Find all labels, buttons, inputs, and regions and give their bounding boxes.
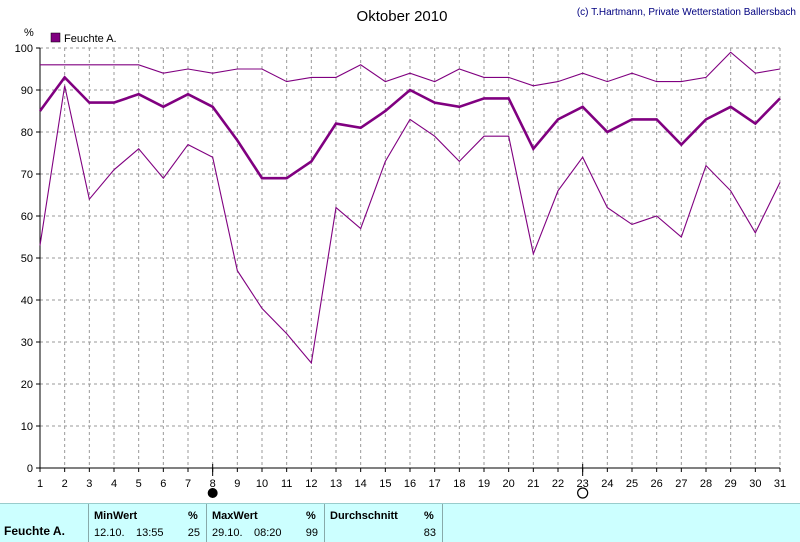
x-tick-label: 10: [256, 478, 268, 490]
x-tick-label: 22: [552, 478, 564, 490]
separator: [88, 504, 89, 542]
y-tick-labels: 0 10 20 30 40 50 60 70 80 90 100: [15, 43, 33, 475]
x-tick-label: 29: [725, 478, 737, 490]
legend-swatch: [50, 32, 61, 43]
y-tick-label: 90: [21, 85, 33, 97]
row-label: Feuchte A.: [4, 524, 65, 538]
moon-markers: [207, 464, 589, 499]
credit-text: (c) T.Hartmann, Private Wetterstation Ba…: [577, 7, 796, 18]
x-tick-label: 24: [601, 478, 613, 490]
avg-unit: %: [424, 510, 434, 522]
min-header: MinWert: [94, 510, 138, 522]
chart-title: Oktober 2010: [357, 8, 448, 25]
x-tick-label: 27: [675, 478, 687, 490]
y-tick-label: 80: [21, 127, 33, 139]
statistics-bar: Feuchte A. MinWert % 12.10. 13:55 25 Max…: [0, 503, 800, 542]
legend-label: Feuchte A.: [64, 33, 117, 45]
y-tick-label: 70: [21, 169, 33, 181]
max-value-cell: MaxWert % 29.10. 08:20 99: [206, 504, 324, 542]
y-tick-label: 10: [21, 421, 33, 433]
max-unit: %: [306, 510, 316, 522]
y-tick-label: 50: [21, 253, 33, 265]
x-tick-label: 16: [404, 478, 416, 490]
y-tick-label: 100: [15, 43, 33, 55]
avg-value: 83: [423, 527, 436, 539]
x-tick-label: 14: [355, 478, 367, 490]
min-value-cell: MinWert % 12.10. 13:55 25: [88, 504, 206, 542]
legend: Feuchte A.: [50, 32, 117, 45]
x-tick-label: 23: [577, 478, 589, 490]
x-tick-label: 6: [160, 478, 166, 490]
min-time: 13:55: [136, 527, 164, 539]
y-tick-label: 30: [21, 337, 33, 349]
x-tick-label: 2: [62, 478, 68, 490]
series-line-min: [39, 85, 781, 365]
x-tick-label: 21: [527, 478, 539, 490]
x-tick-labels: 1 2 3 4 5 6 7 8 9 10 11 12 13 14 15 16 17 18 19 20 21 22 23 24 2…: [37, 478, 786, 490]
x-tick-label: 12: [305, 478, 317, 490]
grid: [36, 47, 781, 472]
y-tick-label: 60: [21, 211, 33, 223]
x-tick-label: 17: [429, 478, 441, 490]
x-tick-label: 31: [774, 478, 786, 490]
max-value: 99: [305, 527, 318, 539]
series-line-max: [40, 51, 781, 87]
x-tick-label: 20: [503, 478, 515, 490]
x-tick-label: 9: [234, 478, 240, 490]
x-tick-label: 7: [185, 478, 191, 490]
y-tick-label: 20: [21, 379, 33, 391]
x-tick-label: 30: [749, 478, 761, 490]
min-date: 12.10.: [94, 527, 125, 539]
x-tick-label: 3: [86, 478, 92, 490]
avg-value-cell: Durchschnitt % 83: [324, 504, 442, 542]
x-tick-label: 26: [651, 478, 663, 490]
full-moon-icon: [577, 487, 589, 499]
x-tick-label: 19: [478, 478, 490, 490]
x-tick-label: 18: [453, 478, 465, 490]
max-header: MaxWert: [212, 510, 258, 522]
x-tick-label: 1: [37, 478, 43, 490]
y-tick-label: 40: [21, 295, 33, 307]
humidity-chart: Oktober 2010 (c) T.Hartmann, Private Wet…: [15, 7, 796, 499]
x-tick-label: 5: [136, 478, 142, 490]
avg-header: Durchschnitt: [330, 510, 398, 522]
x-tick-label: 13: [330, 478, 342, 490]
min-unit: %: [188, 510, 198, 522]
separator: [442, 504, 443, 542]
x-tick-label: 4: [111, 478, 117, 490]
max-date: 29.10.: [212, 527, 243, 539]
separator: [324, 504, 325, 542]
max-time: 08:20: [254, 527, 282, 539]
separator: [206, 504, 207, 542]
x-tick-label: 25: [626, 478, 638, 490]
x-tick-label: 28: [700, 478, 712, 490]
new-moon-icon: [207, 488, 218, 498]
x-tick-label: 15: [379, 478, 391, 490]
series-line-avg: [38, 75, 781, 180]
min-value: 25: [187, 527, 200, 539]
data-lines: [38, 51, 781, 365]
y-axis-unit: %: [24, 27, 34, 39]
x-tick-label: 8: [210, 478, 216, 490]
x-tick-label: 11: [281, 478, 292, 490]
y-tick-label: 0: [27, 463, 33, 475]
